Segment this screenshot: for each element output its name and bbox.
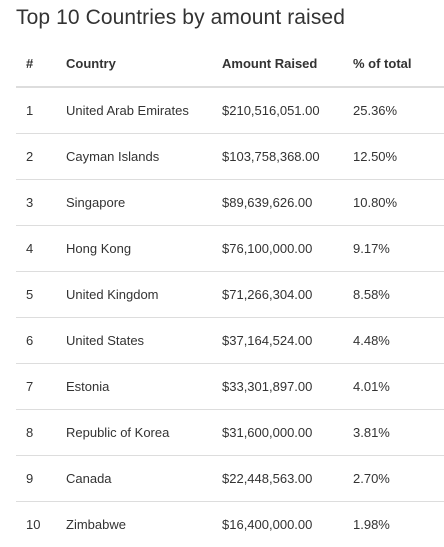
header-percent-total: % of total (343, 41, 444, 88)
amount-cell: $89,639,626.00 (212, 178, 343, 225)
table-row: 3 Singapore $89,639,626.00 10.80% (16, 178, 444, 225)
rank-cell: 2 (16, 132, 56, 179)
country-cell: United Arab Emirates (66, 102, 189, 118)
rank-cell: 5 (16, 270, 56, 317)
amount-cell: $37,164,524.00 (212, 316, 343, 363)
table-header: # Country Amount Raised % of total (16, 41, 444, 88)
percent-cell: 8.58% (343, 270, 444, 317)
countries-table: # Country Amount Raised % of total 1 Uni… (16, 41, 444, 547)
rank-cell: 1 (26, 102, 34, 118)
table-row: 6 United States $37,164,524.00 4.48% (16, 316, 444, 363)
amount-cell: $76,100,000.00 (212, 224, 343, 271)
country-cell: Singapore (56, 178, 212, 225)
table-row: 1 United Arab Emirates $210,516,051.00 2… (16, 87, 444, 133)
percent-cell: 3.81% (343, 408, 444, 455)
rank-cell: 4 (16, 224, 56, 271)
header-row: # Country Amount Raised % of total (16, 41, 444, 88)
header-country: Country (56, 41, 212, 88)
country-cell: Canada (56, 454, 212, 501)
percent-cell: 10.80% (343, 178, 444, 225)
country-cell: Hong Kong (56, 224, 212, 271)
table-row: 4 Hong Kong $76,100,000.00 9.17% (16, 224, 444, 271)
amount-cell: $33,301,897.00 (212, 362, 343, 409)
percent-cell: 1.98% (343, 500, 444, 547)
table-row: 9 Canada $22,448,563.00 2.70% (16, 454, 444, 501)
table-row: 5 United Kingdom $71,266,304.00 8.58% (16, 270, 444, 317)
amount-cell: $103,758,368.00 (212, 132, 343, 179)
table-row: 8 Republic of Korea $31,600,000.00 3.81% (16, 408, 444, 455)
rank-cell: 7 (16, 362, 56, 409)
header-amount-raised: Amount Raised (212, 41, 343, 88)
percent-cell: 25.36% (353, 102, 398, 118)
percent-cell: 2.70% (343, 454, 444, 501)
amount-cell: $71,266,304.00 (212, 270, 343, 317)
percent-cell: 9.17% (343, 224, 444, 271)
country-cell: Cayman Islands (56, 132, 212, 179)
country-cell: Republic of Korea (56, 408, 212, 455)
amount-cell: $16,400,000.00 (212, 500, 343, 547)
rank-cell: 10 (16, 500, 56, 547)
country-cell: United States (56, 316, 212, 363)
percent-cell: 12.50% (343, 132, 444, 179)
rank-cell: 6 (16, 316, 56, 363)
rank-cell: 8 (16, 408, 56, 455)
amount-cell: $22,448,563.00 (212, 454, 343, 501)
percent-cell: 4.48% (343, 316, 444, 363)
header-rank: # (16, 41, 56, 88)
country-cell: Zimbabwe (56, 500, 212, 547)
amount-cell: $210,516,051.00 (222, 102, 320, 118)
country-cell: United Kingdom (56, 270, 212, 317)
percent-cell: 4.01% (343, 362, 444, 409)
table-row: 7 Estonia $33,301,897.00 4.01% (16, 362, 444, 409)
table-row: 2 Cayman Islands $103,758,368.00 12.50% (16, 132, 444, 179)
table-body: 1 United Arab Emirates $210,516,051.00 2… (16, 87, 444, 547)
table-row: 10 Zimbabwe $16,400,000.00 1.98% (16, 500, 444, 547)
amount-cell: $31,600,000.00 (212, 408, 343, 455)
rank-cell: 9 (16, 454, 56, 501)
rank-cell: 3 (16, 178, 56, 225)
page-title: Top 10 Countries by amount raised (16, 6, 345, 29)
country-cell: Estonia (56, 362, 212, 409)
